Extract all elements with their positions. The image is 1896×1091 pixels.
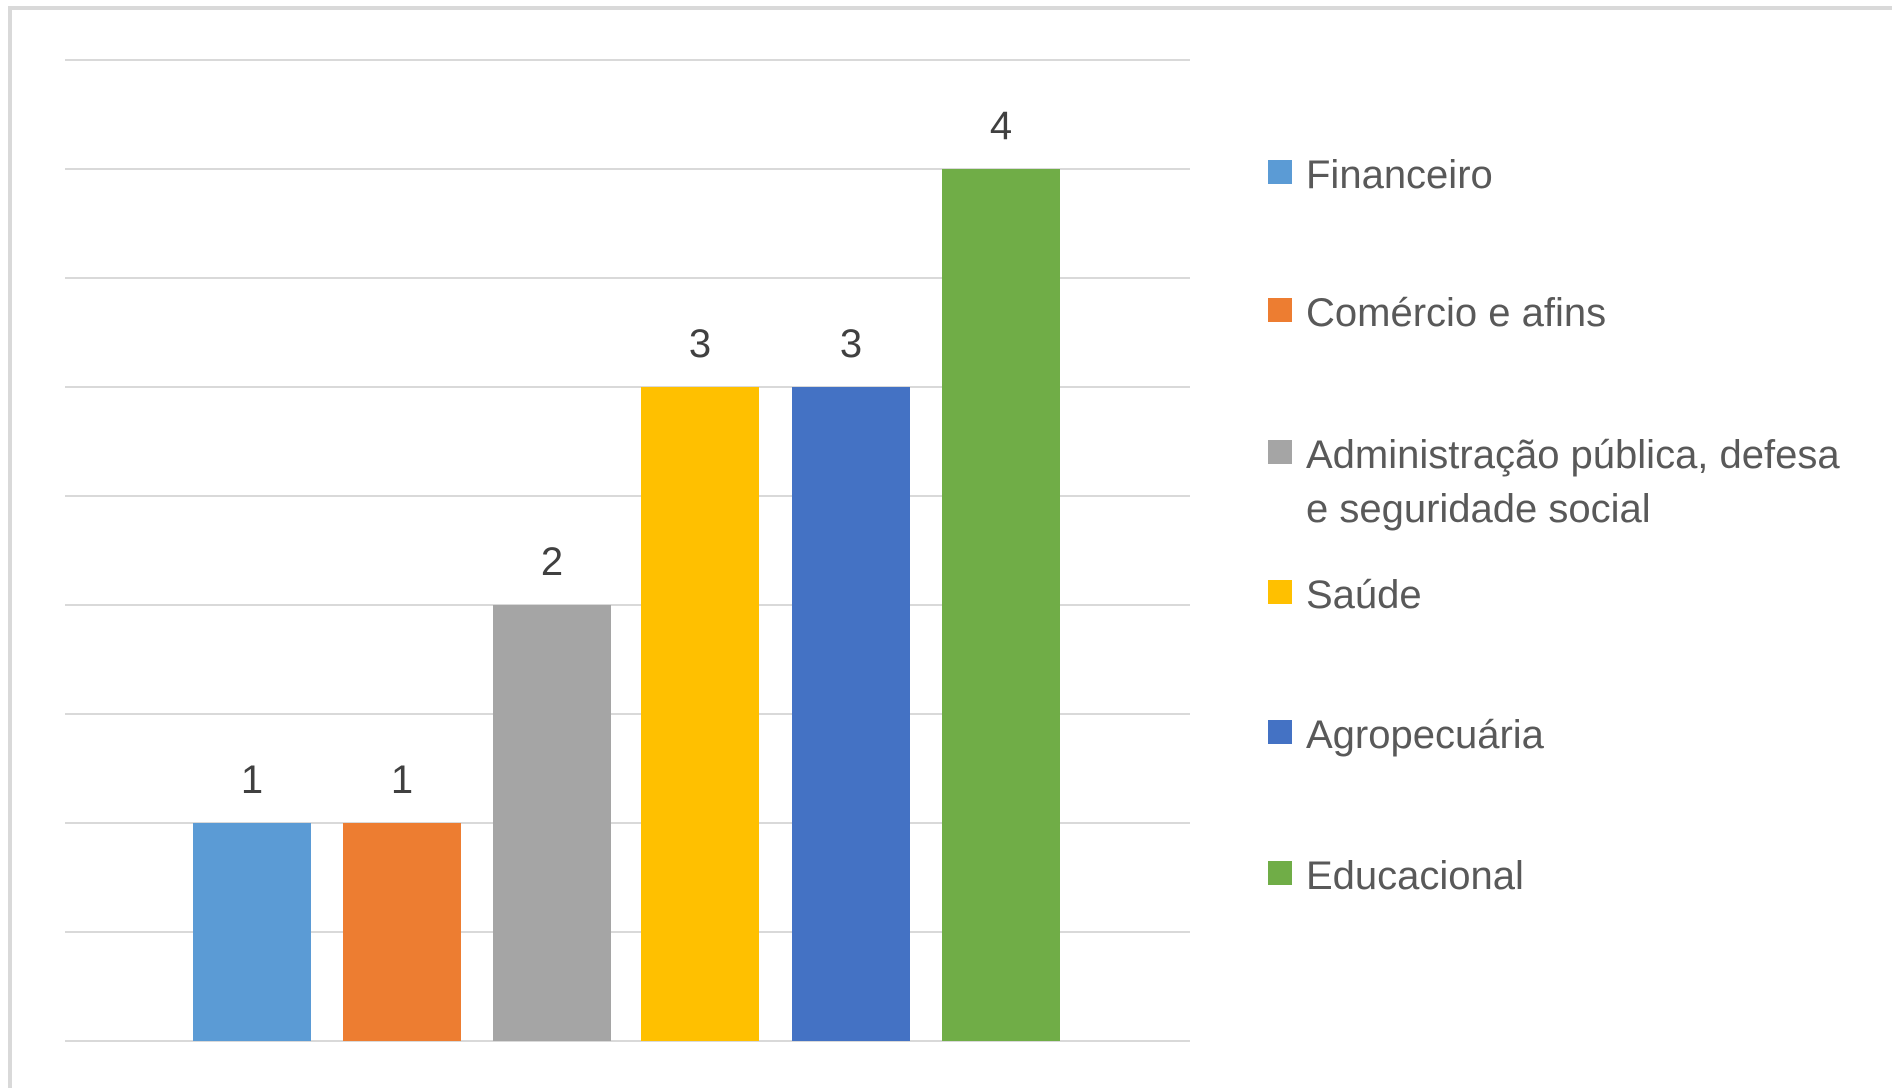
bar-6 [942,169,1060,1041]
legend-swatch [1268,580,1292,604]
data-label-6: 4 [990,104,1012,148]
legend-item-6: Educacional [1268,854,1524,898]
legend-item-4: Saúde [1268,573,1422,617]
legend-item-3: Administração pública, defesa e seguridad… [1268,433,1840,531]
legend-label: Agropecuária [1306,713,1545,757]
legend-item-5: Agropecuária [1268,713,1545,757]
bar-5 [792,387,910,1041]
bar-1 [193,823,311,1041]
data-label-4: 3 [689,322,711,366]
legend-swatch [1268,720,1292,744]
legend-label: e seguridade social [1306,487,1651,531]
legend-swatch [1268,298,1292,322]
bars [193,169,1060,1041]
bar-4 [641,387,759,1041]
legend-label: Financeiro [1306,153,1493,197]
legend-item-2: Comércio e afins [1268,291,1606,335]
data-label-3: 2 [541,540,563,584]
bar-2 [343,823,461,1041]
data-label-5: 3 [840,322,862,366]
data-labels: 1 1 2 3 3 4 [241,104,1012,802]
legend: Financeiro Comércio e afins Administração … [1268,153,1840,898]
legend-swatch [1268,440,1292,464]
bar-3 [493,605,611,1041]
legend-label: Comércio e afins [1306,291,1606,335]
data-label-1: 1 [241,758,263,802]
legend-item-1: Financeiro [1268,153,1493,197]
legend-swatch [1268,861,1292,885]
data-label-2: 1 [391,758,413,802]
legend-swatch [1268,160,1292,184]
legend-label: Administração pública, defesa [1306,433,1840,477]
legend-label: Saúde [1306,573,1422,617]
legend-label: Educacional [1306,854,1524,898]
